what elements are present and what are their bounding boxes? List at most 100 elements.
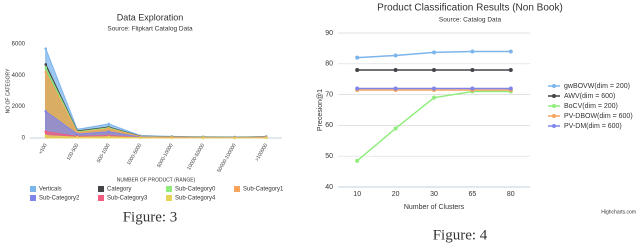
marker <box>432 67 436 72</box>
legend-label: AWV(dim = 600) <box>564 93 615 100</box>
marker <box>44 134 48 137</box>
marker <box>44 110 48 113</box>
y-axis-title: NO OF CATEGORY <box>5 68 11 113</box>
y-tick-label: 80 <box>325 61 333 68</box>
marker <box>355 86 360 91</box>
chart-subtitle: Source: Catalog Data <box>439 17 502 24</box>
x-tick-label: 100-500 <box>66 142 80 161</box>
line <box>356 90 511 162</box>
y-tick-label: 50 <box>325 153 333 160</box>
marker <box>432 86 436 91</box>
y-tick-label: 70 <box>325 91 333 98</box>
x-tick-label: 500-1000 <box>96 142 112 163</box>
legend-label: Verticals <box>39 187 62 193</box>
marker <box>107 135 111 139</box>
legend-label: Sub-Category2 <box>39 196 80 202</box>
y-tick-label: 6000 <box>12 42 26 48</box>
legend-swatch <box>166 186 172 192</box>
marker <box>508 67 513 72</box>
legend-marker <box>552 114 556 118</box>
marker <box>355 158 360 163</box>
chart-subtitle: Source: Flipkart Catalog Data <box>107 26 193 33</box>
marker <box>432 50 436 55</box>
marker <box>44 130 48 134</box>
legend-marker <box>552 124 556 128</box>
marker <box>470 67 475 72</box>
y-tick-label: 90 <box>325 30 333 37</box>
y-tick-label: 0 <box>22 136 26 142</box>
figure-caption: Figure: 4 <box>433 227 488 243</box>
marker <box>508 86 513 91</box>
legend-marker <box>552 104 556 108</box>
chart-title: Product Classification Results (Non Book… <box>377 3 563 14</box>
marker <box>470 49 475 54</box>
x-tick-label: >100000 <box>254 142 269 162</box>
marker <box>355 55 360 60</box>
legend-label: PV-DBOW(dim = 600) <box>564 113 633 120</box>
marker <box>138 136 142 139</box>
y-tick-label: 40 <box>325 184 333 191</box>
legend-swatch <box>98 186 104 192</box>
marker <box>44 47 48 50</box>
x-tick-label: 1000-5000 <box>126 142 143 166</box>
legend-swatch <box>30 195 36 201</box>
legend-label: BoCV(dim = 200) <box>564 103 618 110</box>
marker <box>75 132 79 136</box>
y-tick-label: 4000 <box>12 73 26 79</box>
area <box>45 64 267 139</box>
area <box>45 67 267 139</box>
x-tick-label: 50000-100000 <box>216 142 237 173</box>
area <box>45 110 267 139</box>
marker <box>393 67 398 72</box>
marker <box>75 135 79 139</box>
y-axis-title: Precesion@1 <box>317 89 324 131</box>
legend-label: Sub-Category3 <box>107 196 148 202</box>
y-tick-label: 2000 <box>12 104 26 110</box>
legend-swatch <box>30 186 36 192</box>
x-tick-label: 30 <box>430 191 438 198</box>
legend-label: Category <box>107 187 131 193</box>
marker <box>432 95 436 100</box>
chart-title: Data Exploration <box>117 12 184 22</box>
marker <box>44 63 48 66</box>
marker <box>233 136 237 140</box>
marker <box>508 49 513 54</box>
marker <box>393 86 398 91</box>
area <box>45 48 267 139</box>
x-tick-label: <100 <box>38 142 49 155</box>
marker <box>170 136 174 140</box>
x-tick-label: 65 <box>469 191 477 198</box>
legend-swatch <box>166 195 172 201</box>
legend-label: PV-DM(dim = 600) <box>564 123 622 130</box>
legend-swatch <box>98 195 104 201</box>
marker <box>107 127 111 130</box>
x-tick-label: 10000-50000 <box>186 142 206 171</box>
marker <box>44 66 48 69</box>
marker <box>355 67 360 72</box>
legend-swatch <box>234 186 240 192</box>
marker <box>393 53 398 58</box>
marker <box>393 126 398 131</box>
marker <box>470 86 475 91</box>
legend-marker <box>552 94 556 98</box>
x-axis-title: NUMBER OF PRODUCT (RANGE) <box>117 177 196 183</box>
y-tick-label: 60 <box>325 122 333 129</box>
legend-label: Sub-Category4 <box>175 196 216 202</box>
x-tick-label: 20 <box>392 191 400 198</box>
figure-caption: Figure: 3 <box>123 209 178 225</box>
marker <box>44 70 48 74</box>
legend-label: Sub-Category1 <box>243 187 284 193</box>
legend-marker <box>552 84 556 88</box>
area <box>45 71 267 139</box>
x-tick-label: 5000-10000 <box>156 142 175 168</box>
credit: Highcharts.com <box>601 209 636 215</box>
marker <box>201 136 205 140</box>
x-tick-label: 80 <box>507 191 515 198</box>
x-tick-label: 10 <box>353 191 361 198</box>
legend-label: Sub-Category0 <box>175 187 216 193</box>
marker <box>264 136 268 140</box>
x-axis-title: Number of Clusters <box>404 204 465 211</box>
legend-label: gwBOVW(dim = 200) <box>564 83 630 90</box>
marker <box>107 130 111 134</box>
